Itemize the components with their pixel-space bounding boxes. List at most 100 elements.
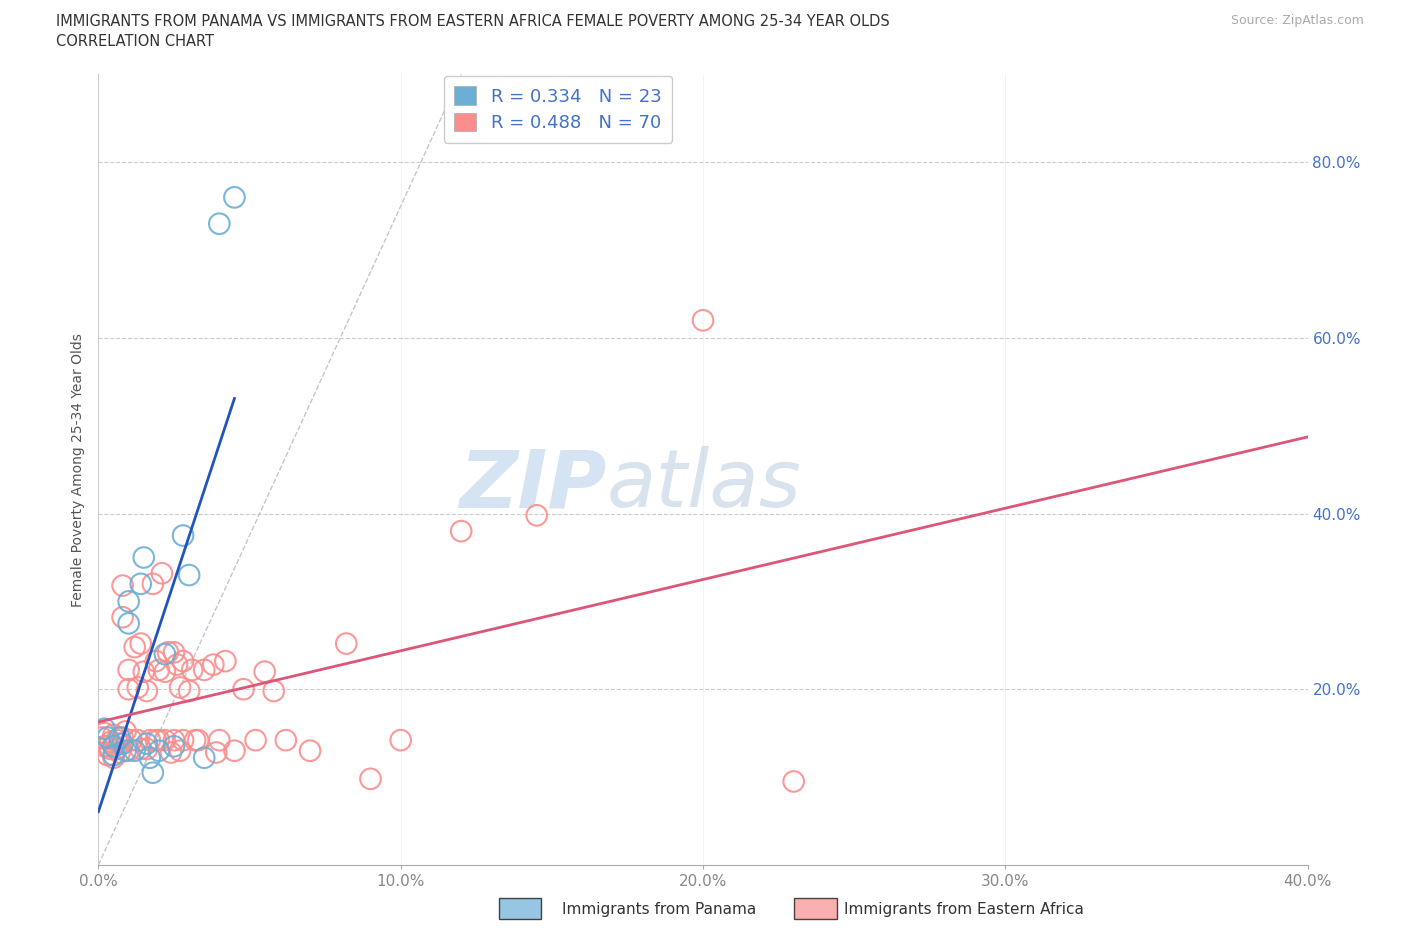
Point: [202, 658, 225, 672]
Point: [224, 190, 246, 205]
Point: [253, 664, 276, 679]
Point: [299, 743, 322, 758]
Point: [108, 730, 131, 745]
Point: [114, 743, 136, 758]
Point: [163, 644, 186, 659]
Point: [224, 743, 246, 758]
Point: [172, 654, 194, 669]
Point: [153, 733, 176, 748]
Point: [135, 684, 157, 698]
Point: [118, 743, 141, 758]
Point: [96, 748, 118, 763]
Text: CORRELATION CHART: CORRELATION CHART: [56, 34, 214, 49]
Point: [145, 733, 167, 748]
Point: [274, 733, 297, 748]
Point: [179, 567, 201, 582]
Point: [150, 565, 173, 580]
Point: [118, 594, 141, 609]
Point: [169, 680, 191, 695]
Point: [450, 524, 472, 538]
Point: [103, 738, 125, 753]
Point: [163, 733, 186, 748]
Point: [181, 662, 204, 677]
Point: [156, 644, 179, 659]
Point: [184, 733, 207, 748]
Point: [96, 738, 118, 753]
Point: [360, 771, 382, 786]
Point: [108, 745, 131, 760]
Text: Immigrants from Panama: Immigrants from Panama: [562, 902, 756, 917]
Point: [148, 743, 170, 758]
Point: [93, 722, 115, 737]
Point: [132, 550, 155, 565]
Point: [111, 737, 134, 751]
Point: [205, 745, 228, 760]
Point: [139, 751, 162, 765]
Point: [263, 684, 285, 698]
Point: [105, 741, 128, 756]
Point: [172, 733, 194, 748]
Point: [148, 662, 170, 677]
Point: [124, 640, 146, 655]
Point: [100, 735, 122, 750]
Point: [208, 733, 231, 748]
Point: [129, 741, 152, 756]
Point: [245, 733, 267, 748]
Point: [193, 662, 215, 677]
Point: [129, 577, 152, 591]
Point: [187, 733, 209, 748]
Point: [526, 508, 548, 523]
Point: [389, 733, 412, 748]
Point: [103, 727, 125, 742]
Point: [232, 682, 254, 697]
Point: [127, 733, 149, 748]
Point: [335, 636, 357, 651]
Point: [103, 748, 125, 763]
Text: atlas: atlas: [606, 446, 801, 525]
Point: [118, 616, 141, 631]
Point: [118, 682, 141, 697]
Point: [193, 751, 215, 765]
Point: [135, 741, 157, 756]
Point: [121, 733, 143, 748]
Point: [132, 664, 155, 679]
Point: [111, 730, 134, 745]
Text: Source: ZipAtlas.com: Source: ZipAtlas.com: [1230, 14, 1364, 27]
Point: [127, 680, 149, 695]
Point: [783, 774, 806, 789]
Point: [114, 724, 136, 738]
Point: [96, 730, 118, 745]
Point: [90, 730, 112, 745]
Point: [93, 725, 115, 740]
Point: [118, 662, 141, 677]
Point: [148, 733, 170, 748]
Point: [153, 664, 176, 679]
Point: [111, 578, 134, 593]
Point: [93, 738, 115, 753]
Point: [153, 646, 176, 661]
Point: [108, 737, 131, 751]
Text: ZIP: ZIP: [458, 446, 606, 525]
Point: [142, 765, 165, 780]
Point: [172, 528, 194, 543]
Point: [129, 636, 152, 651]
Point: [105, 733, 128, 748]
Point: [111, 610, 134, 625]
Point: [124, 743, 146, 758]
Point: [139, 733, 162, 748]
Point: [208, 217, 231, 232]
Point: [214, 654, 236, 669]
Y-axis label: Female Poverty Among 25-34 Year Olds: Female Poverty Among 25-34 Year Olds: [70, 333, 84, 606]
Point: [166, 658, 188, 672]
Point: [692, 312, 714, 327]
Text: Immigrants from Eastern Africa: Immigrants from Eastern Africa: [844, 902, 1084, 917]
Point: [103, 751, 125, 765]
Point: [135, 737, 157, 751]
Point: [142, 577, 165, 591]
Text: IMMIGRANTS FROM PANAMA VS IMMIGRANTS FROM EASTERN AFRICA FEMALE POVERTY AMONG 25: IMMIGRANTS FROM PANAMA VS IMMIGRANTS FRO…: [56, 14, 890, 29]
Point: [100, 741, 122, 756]
Point: [145, 654, 167, 669]
Point: [179, 684, 201, 698]
Point: [169, 743, 191, 758]
Legend: R = 0.334   N = 23, R = 0.488   N = 70: R = 0.334 N = 23, R = 0.488 N = 70: [444, 75, 672, 143]
